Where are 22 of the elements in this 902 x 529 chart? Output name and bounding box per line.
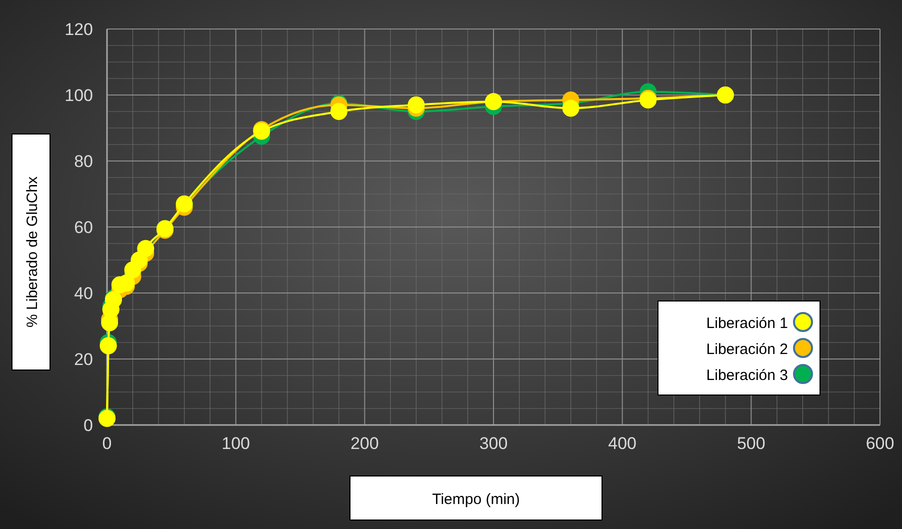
y-axis-title: % Liberado de GluChx (24, 176, 41, 328)
x-axis-title: Tiempo (min) (432, 491, 520, 508)
legend-label: Liberación 2 (706, 341, 788, 358)
y-tick-label: 40 (74, 284, 93, 303)
y-tick-label: 120 (64, 20, 93, 39)
point (330, 103, 348, 120)
y-tick-label: 100 (64, 86, 93, 105)
y-tick-label: 20 (74, 350, 93, 369)
x-tick-label: 500 (736, 434, 766, 453)
point (562, 100, 580, 117)
legend-label: Liberación 1 (706, 315, 788, 332)
x-tick-label: 100 (222, 434, 250, 453)
y-tick-label: 0 (84, 416, 93, 435)
y-tick-label: 60 (74, 218, 93, 237)
legend-label: Liberación 3 (706, 367, 788, 384)
x-tick-label: 200 (350, 434, 379, 453)
y-tick-label: 80 (74, 152, 93, 171)
x-tick-label: 600 (866, 434, 894, 453)
x-tick-label: 400 (608, 434, 637, 453)
x-tick-label: 300 (479, 434, 508, 453)
x-tick-label: 0 (102, 434, 112, 453)
point (408, 96, 425, 114)
